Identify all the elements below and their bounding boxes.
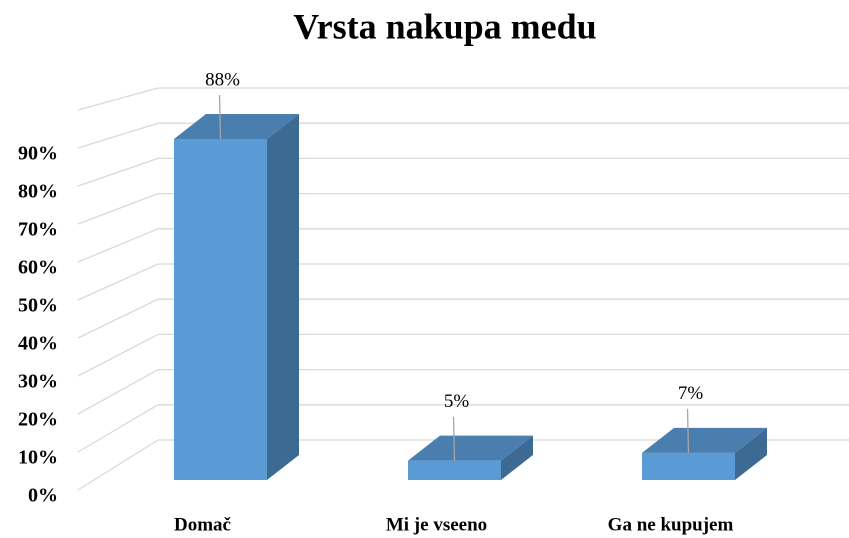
grid-line <box>77 404 159 453</box>
y-tick-label: 50% <box>18 295 58 317</box>
y-tick-label: 80% <box>18 181 58 203</box>
value-label: 7% <box>678 383 704 404</box>
leader-line <box>452 416 456 461</box>
y-tick-label: 40% <box>18 333 58 355</box>
value-label: 5% <box>444 391 470 412</box>
bar-side <box>735 427 767 480</box>
chart-title: Vrsta nakupa medu <box>293 6 596 46</box>
bar-top <box>174 114 299 139</box>
grid-line <box>77 369 159 415</box>
grid-line <box>77 87 159 111</box>
leader-line <box>218 94 222 140</box>
bar <box>174 139 267 480</box>
leader-line <box>686 408 690 453</box>
bar-side <box>501 435 533 480</box>
bar-top <box>408 435 533 461</box>
grid-line <box>77 298 159 339</box>
bar-top <box>642 427 767 453</box>
x-tick-label: Mi je vseeno <box>386 514 487 535</box>
grid-line <box>77 157 159 187</box>
x-tick-label: Ga ne kupujem <box>608 514 734 535</box>
grid-line <box>77 192 159 225</box>
y-tick-label: 0% <box>28 485 58 507</box>
grid-line <box>77 439 159 491</box>
bar <box>408 460 501 480</box>
y-tick-label: 10% <box>18 447 58 469</box>
y-tick-label: 60% <box>18 257 58 279</box>
grid-line <box>77 263 159 301</box>
grid-line <box>77 228 159 263</box>
grid-line <box>77 122 159 149</box>
grid-line <box>77 333 159 377</box>
y-tick-label: 20% <box>18 409 58 431</box>
bar-side <box>267 114 299 480</box>
y-tick-label: 70% <box>18 219 58 241</box>
value-label: 88% <box>205 69 240 90</box>
x-tick-label: Domač <box>174 514 231 535</box>
y-tick-label: 30% <box>18 371 58 393</box>
bar <box>642 452 735 480</box>
y-tick-label: 90% <box>18 143 58 165</box>
